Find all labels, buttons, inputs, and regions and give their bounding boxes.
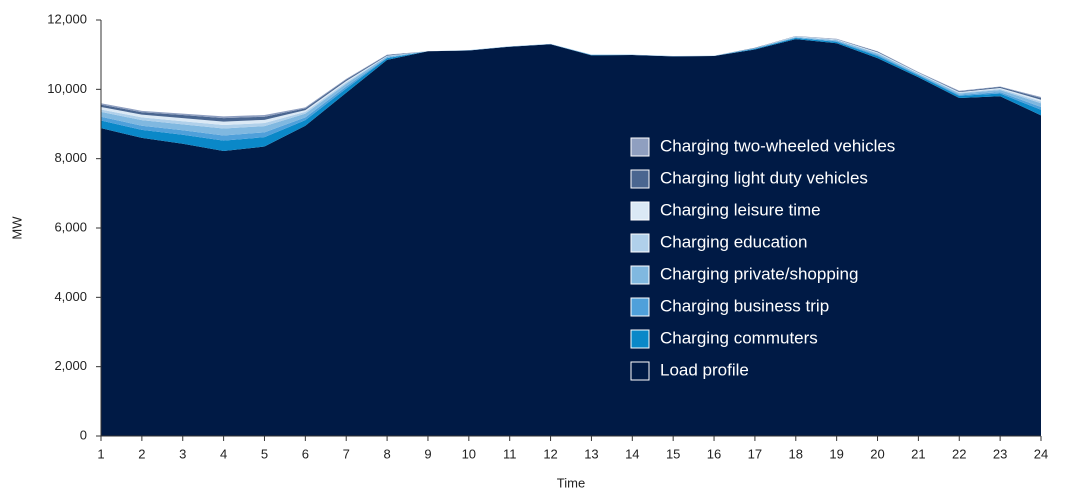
area: [101, 39, 1041, 437]
x-tick-label: 15: [666, 446, 680, 461]
legend-label: Load profile: [660, 360, 749, 379]
x-tick-label: 11: [503, 446, 517, 461]
legend-swatch: [630, 201, 650, 221]
legend-label: Charging leisure time: [660, 200, 821, 219]
legend-label: Charging private/shopping: [660, 264, 858, 283]
y-tick-label: 10,000: [47, 81, 87, 96]
y-tick-label: 4,000: [54, 289, 87, 304]
x-tick-label: 23: [993, 446, 1007, 461]
legend-swatch: [630, 265, 650, 285]
y-tick-label: 12,000: [47, 11, 87, 26]
legend-label: Charging two-wheeled vehicles: [660, 136, 895, 155]
legend-swatch: [630, 361, 650, 381]
y-axis-label: MW: [9, 216, 24, 240]
x-tick-label: 21: [911, 446, 925, 461]
legend-label: Charging light duty vehicles: [660, 168, 868, 187]
x-tick-label: 12: [543, 446, 557, 461]
legend-swatch: [630, 137, 650, 157]
x-tick-label: 5: [261, 446, 268, 461]
x-tick-label: 24: [1034, 446, 1048, 461]
x-tick-label: 7: [343, 446, 350, 461]
x-tick-label: 20: [870, 446, 884, 461]
legend-label: Charging commuters: [660, 328, 818, 347]
x-tick-label: 17: [748, 446, 762, 461]
x-tick-label: 10: [462, 446, 476, 461]
legend-swatch: [630, 329, 650, 349]
y-tick-label: 2,000: [54, 358, 87, 373]
x-tick-label: 4: [220, 446, 227, 461]
area: [101, 38, 1041, 152]
x-tick-label: 18: [789, 446, 803, 461]
y-tick-label: 8,000: [54, 150, 87, 165]
x-tick-label: 14: [625, 446, 639, 461]
x-tick-label: 9: [424, 446, 431, 461]
x-tick-label: 3: [179, 446, 186, 461]
legend-swatch: [630, 169, 650, 189]
y-tick-label: 0: [80, 427, 87, 442]
legend-swatch: [630, 297, 650, 317]
area: [101, 36, 1041, 136]
x-tick-label: 13: [584, 446, 598, 461]
x-tick-label: 22: [952, 446, 966, 461]
x-tick-label: 2: [138, 446, 145, 461]
x-tick-label: 1: [97, 446, 104, 461]
x-axis-label: Time: [557, 475, 585, 490]
legend-label: Charging education: [660, 232, 807, 251]
x-tick-label: 6: [302, 446, 309, 461]
x-tick-label: 19: [829, 446, 843, 461]
x-tick-label: 16: [707, 446, 721, 461]
x-tick-label: 8: [383, 446, 390, 461]
legend-label: Charging business trip: [660, 296, 829, 315]
y-tick-label: 6,000: [54, 219, 87, 234]
legend-swatch: [630, 233, 650, 253]
